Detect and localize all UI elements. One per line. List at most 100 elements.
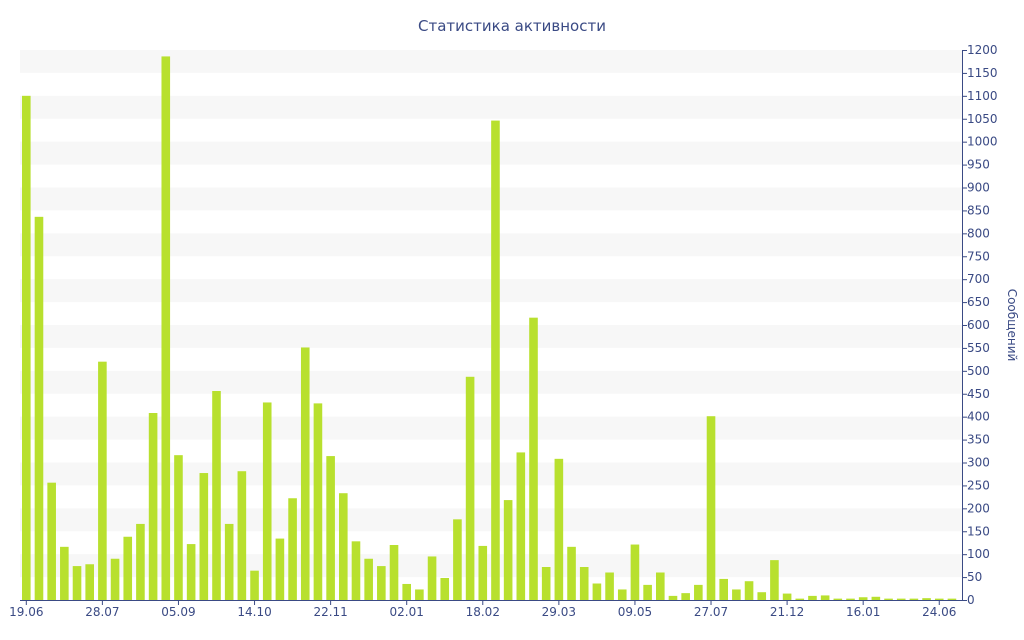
grid-band [20,462,962,486]
bar [706,416,716,600]
grid-band [20,233,962,257]
bar [643,584,652,601]
y-tick-label: 550 [967,341,990,355]
y-tick-label: 800 [967,226,990,240]
bar [871,596,881,600]
bar [440,578,450,600]
x-tick-label: 18.02 [466,605,500,619]
y-tick-label: 150 [967,524,990,538]
bar [465,376,475,600]
bar [427,556,437,600]
x-tick-label: 21.12 [770,605,804,619]
grid-band [20,141,962,165]
bar [22,95,31,600]
grid-band [20,554,962,578]
x-tick-label: 19.06 [9,605,43,619]
y-axis-label: Сообщений [1005,289,1019,362]
x-tick-label: 27.07 [694,605,728,619]
bar [123,536,133,600]
y-tick-label: 400 [967,410,990,424]
bar [237,471,247,600]
bar [377,566,386,600]
bar [72,566,82,600]
grid-bands [20,50,962,578]
y-tick-label: 1150 [967,66,998,80]
bars-group [22,56,957,601]
x-tick-label: 29.03 [542,605,576,619]
y-tick-label: 950 [967,158,990,172]
bar [478,545,488,600]
bar [224,523,234,600]
bar [656,572,665,600]
bar [732,589,741,600]
x-tick-label: 05.09 [161,605,195,619]
bar [605,572,614,600]
y-tick-label: 700 [967,272,990,286]
bar [98,361,107,600]
bar [212,391,221,600]
x-tick-label: 22.11 [313,605,347,619]
bar [339,493,348,600]
grid-band [20,325,962,348]
bar [668,595,678,601]
bar [503,500,513,600]
y-tick-label: 750 [967,249,990,263]
x-tick-label: 28.07 [85,605,119,619]
bar [884,598,893,601]
bar [541,567,551,600]
y-tick-label: 1050 [967,112,998,126]
bar [250,570,259,600]
bar [744,581,754,600]
y-tick-label: 1200 [967,43,998,57]
y-tick-label: 500 [967,364,990,378]
bar [415,589,424,600]
y-tick-label: 450 [967,387,990,401]
bar [262,402,272,600]
bar [858,597,868,600]
bar [529,317,538,600]
bar [288,498,297,600]
grid-band [20,279,962,303]
bar [300,347,310,600]
bar [846,598,855,601]
y-tick-label: 1100 [967,89,998,103]
y-tick-label: 850 [967,203,990,217]
bar [808,595,817,601]
bar [136,523,145,600]
x-tick-label: 09.05 [618,605,652,619]
bar [186,544,196,600]
y-tick-label: 0 [967,593,975,607]
bar [795,598,805,601]
bar [681,593,690,601]
bar [351,541,361,600]
bar [770,560,779,601]
bar [491,120,500,600]
grid-band [20,508,962,532]
bar [757,592,767,600]
bar [389,545,399,600]
bar [922,598,931,600]
bar [148,413,158,600]
bar [85,564,94,600]
y-tick-label: 50 [967,570,982,584]
bar [579,567,589,600]
bar [592,583,602,600]
y-tick-label: 200 [967,501,990,515]
bar [275,538,285,600]
bar [934,598,944,601]
bar [617,589,627,600]
y-axis-ticks: 0 50 100 150 200 250 300 350 400 450 500 550 600 650 7… [962,43,998,607]
grid-band [20,95,962,119]
x-tick-label: 24.06 [922,605,956,619]
bar [174,455,183,600]
bar [719,578,728,600]
y-tick-label: 600 [967,318,990,332]
x-tick-label: 14.10 [237,605,271,619]
grid-band [20,370,962,394]
bar [630,544,640,600]
grid-band [20,50,962,73]
y-tick-label: 1000 [967,135,998,149]
bar [554,458,564,600]
grid-band [20,416,962,440]
